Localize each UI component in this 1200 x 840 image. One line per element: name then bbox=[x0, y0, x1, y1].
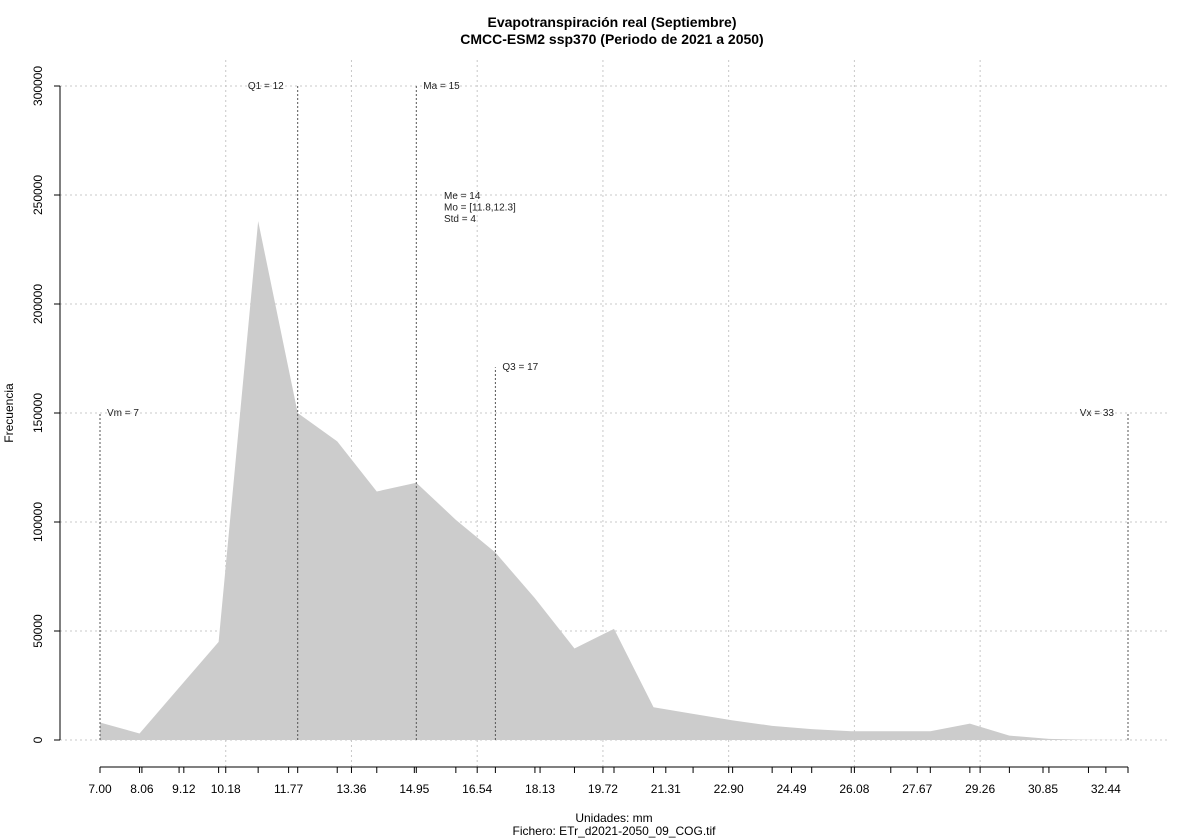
reference-label: Vx = 33 bbox=[1080, 408, 1115, 419]
y-tick-label: 100000 bbox=[31, 502, 45, 542]
chart-subtitle: CMCC-ESM2 ssp370 (Periodo de 2021 a 2050… bbox=[460, 31, 763, 47]
x-tick-label: 30.85 bbox=[1028, 782, 1058, 796]
x-tick-label: 11.77 bbox=[274, 782, 303, 796]
reference-label: Vm = 7 bbox=[107, 408, 139, 419]
x-tick-label: 22.90 bbox=[714, 782, 744, 796]
x-tick-label: 27.67 bbox=[902, 782, 932, 796]
stats-line: Me = 14 bbox=[444, 191, 481, 202]
reference-labels: Vm = 7 Q1 = 12 Ma = 15 Q3 = 17 Vx = 33 bbox=[107, 81, 1114, 419]
y-tick-label: 50000 bbox=[31, 614, 45, 648]
x-tick-label: 7.00 bbox=[88, 782, 112, 796]
reference-label: Q1 = 12 bbox=[248, 81, 284, 92]
x-tick-label: 9.12 bbox=[172, 782, 196, 796]
frequency-area bbox=[100, 221, 1128, 740]
source-file-label: Fichero: ETr_d2021-2050_09_COG.tif bbox=[513, 824, 717, 838]
x-tick-label: 24.49 bbox=[777, 782, 807, 796]
x-tick-label: 10.18 bbox=[211, 782, 241, 796]
x-tick-label: 26.08 bbox=[839, 782, 869, 796]
x-tick-label: 19.72 bbox=[588, 782, 618, 796]
x-tick-label: 14.95 bbox=[399, 782, 429, 796]
stats-line: Std = 4 bbox=[444, 214, 476, 225]
x-axis: 7.00 8.06 9.12 10.18 11.77 13.36 14.95 16.54 18.… bbox=[88, 766, 1129, 796]
stats-line: Mo = [11.8,12.3] bbox=[444, 202, 516, 213]
reference-label: Q3 = 17 bbox=[502, 362, 538, 373]
y-tick-label: 300000 bbox=[31, 66, 45, 106]
y-tick-label: 0 bbox=[31, 736, 45, 743]
x-tick-label: 32.44 bbox=[1091, 782, 1121, 796]
x-tick-label: 16.54 bbox=[462, 782, 492, 796]
reference-label: Ma = 15 bbox=[423, 81, 460, 92]
x-axis-title: Unidades: mm bbox=[575, 811, 652, 825]
y-axis: 0 50000 100000 150000 200000 250000 300000 bbox=[31, 66, 61, 743]
x-tick-label: 21.31 bbox=[651, 782, 681, 796]
reference-lines bbox=[99, 86, 1129, 740]
x-tick-label: 8.06 bbox=[130, 782, 154, 796]
y-tick-label: 200000 bbox=[31, 284, 45, 324]
chart-title: Evapotranspiración real (Septiembre) bbox=[488, 14, 737, 30]
y-tick-label: 150000 bbox=[31, 393, 45, 433]
y-tick-label: 250000 bbox=[31, 175, 45, 215]
x-tick-label: 18.13 bbox=[525, 782, 555, 796]
y-axis-title: Frecuencia bbox=[2, 383, 16, 443]
x-tick-label: 29.26 bbox=[965, 782, 995, 796]
x-tick-label: 13.36 bbox=[336, 782, 366, 796]
